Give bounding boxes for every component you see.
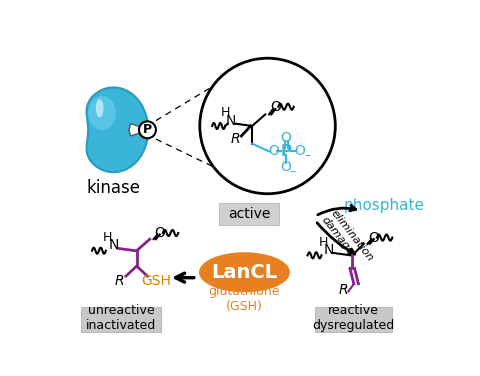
Text: N: N [226, 114, 236, 127]
Polygon shape [129, 124, 143, 136]
Polygon shape [86, 88, 148, 172]
Text: H: H [220, 106, 230, 120]
Text: unreactive
inactivated: unreactive inactivated [86, 305, 156, 332]
Ellipse shape [199, 252, 290, 292]
Circle shape [200, 58, 336, 194]
Text: kinase: kinase [86, 179, 141, 197]
Text: glutathione
(GSH): glutathione (GSH) [209, 285, 280, 313]
Text: P: P [143, 123, 152, 136]
Text: H: H [318, 236, 328, 249]
Text: LanCL: LanCL [211, 263, 277, 282]
FancyBboxPatch shape [219, 203, 279, 224]
Polygon shape [96, 99, 104, 117]
Text: O: O [368, 230, 379, 245]
Text: O: O [294, 144, 305, 158]
Text: reactive
dysregulated: reactive dysregulated [312, 305, 395, 332]
Text: P: P [280, 144, 292, 159]
Text: elimination
damage: elimination damage [320, 208, 375, 270]
Text: R: R [230, 132, 240, 146]
FancyBboxPatch shape [81, 307, 161, 332]
Text: active: active [228, 207, 270, 221]
Text: R: R [338, 283, 348, 297]
Text: O: O [281, 130, 291, 144]
Text: H: H [103, 231, 112, 244]
Text: –: – [304, 149, 311, 162]
Text: phosphate: phosphate [344, 198, 425, 213]
Polygon shape [88, 96, 116, 130]
Circle shape [139, 121, 156, 138]
Text: O: O [268, 144, 279, 158]
Text: O: O [155, 226, 165, 240]
FancyBboxPatch shape [315, 307, 392, 332]
Text: –: – [289, 165, 295, 178]
Text: R: R [115, 274, 124, 288]
Text: N: N [324, 243, 335, 257]
Text: O: O [281, 160, 291, 174]
Text: N: N [108, 238, 119, 252]
Text: O: O [270, 100, 281, 114]
Text: GSH: GSH [142, 274, 172, 288]
